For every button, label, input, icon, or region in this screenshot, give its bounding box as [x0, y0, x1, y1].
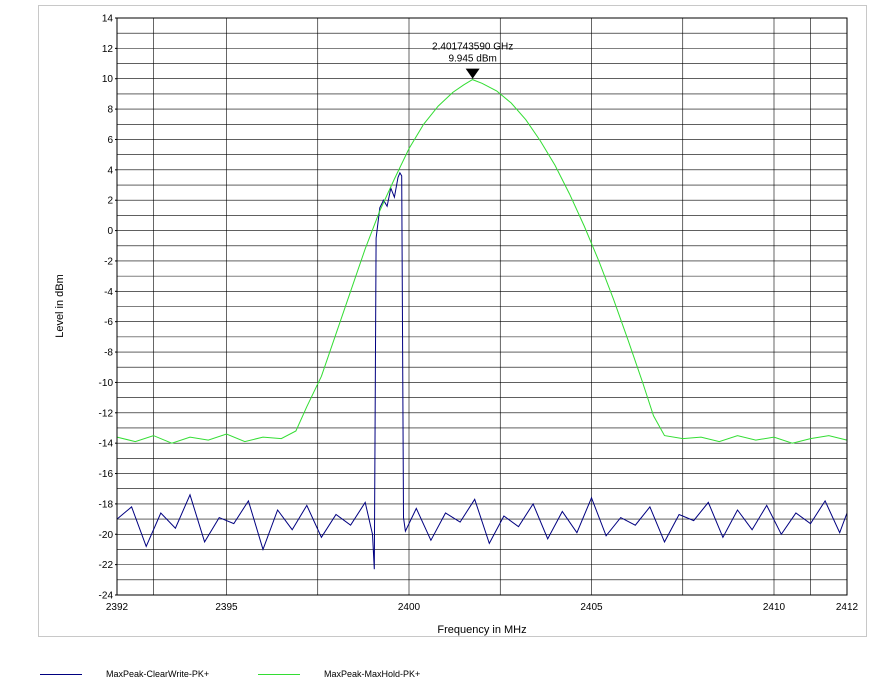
- x-axis-title: Frequency in MHz: [437, 624, 526, 636]
- y-tick-label: -14: [99, 439, 114, 450]
- marker-triangle-icon: [465, 68, 480, 79]
- x-tick-label: 2405: [580, 602, 603, 613]
- x-tick-label: 2410: [763, 602, 786, 613]
- y-tick-label: -6: [104, 317, 113, 328]
- grid: [117, 18, 847, 595]
- legend-swatch-maxhold: [258, 673, 300, 675]
- y-axis-title: Level in dBm: [54, 274, 66, 338]
- y-tick-label: 14: [102, 14, 114, 25]
- y-tick-label: 10: [102, 74, 114, 85]
- x-tick-label: 2392: [106, 602, 129, 613]
- y-tick-label: 2: [107, 196, 113, 207]
- legend-label-maxhold: MaxPeak-MaxHold-PK+: [324, 669, 421, 679]
- y-tick-label: -20: [99, 530, 114, 541]
- y-tick-label: -18: [99, 499, 114, 510]
- y-tick-label: -12: [99, 408, 114, 419]
- legend-swatch-clearwrite: [40, 673, 82, 675]
- x-tick-label: 2400: [398, 602, 421, 613]
- marker-frequency-label: 2.401743590 GHz: [432, 42, 513, 53]
- peak-marker: 2.401743590 GHz 9.945 dBm: [432, 42, 513, 79]
- x-tick-label: 2395: [215, 602, 238, 613]
- y-tick-label: -22: [99, 560, 114, 571]
- y-tick-label: -8: [104, 348, 113, 359]
- y-tick-label: 0: [107, 226, 113, 237]
- tick-labels: -24-22-20-18-16-14-12-10-8-6-4-202468101…: [99, 14, 859, 614]
- y-tick-label: -16: [99, 469, 114, 480]
- plot-border: [116, 17, 848, 596]
- series-line-0: [116, 171, 848, 570]
- y-tick-label: -24: [99, 591, 114, 602]
- legend-label-clearwrite: MaxPeak-ClearWrite-PK+: [106, 669, 210, 679]
- marker-level-label: 9.945 dBm: [448, 54, 496, 65]
- y-tick-label: 4: [107, 165, 113, 176]
- legend-item-clearwrite: MaxPeak-ClearWrite-PK+: [40, 667, 209, 681]
- y-tick-label: 8: [107, 105, 113, 116]
- series-group: [116, 79, 848, 570]
- series-line-1: [116, 79, 848, 444]
- x-tick-label: 2412: [836, 602, 859, 613]
- y-tick-label: -10: [99, 378, 114, 389]
- chart-frame: [38, 5, 867, 637]
- y-tick-label: 12: [102, 44, 114, 55]
- y-tick-label: -4: [104, 287, 113, 298]
- y-tick-label: -2: [104, 256, 113, 267]
- legend-item-maxhold: MaxPeak-MaxHold-PK+: [258, 667, 420, 681]
- y-tick-label: 6: [107, 135, 113, 146]
